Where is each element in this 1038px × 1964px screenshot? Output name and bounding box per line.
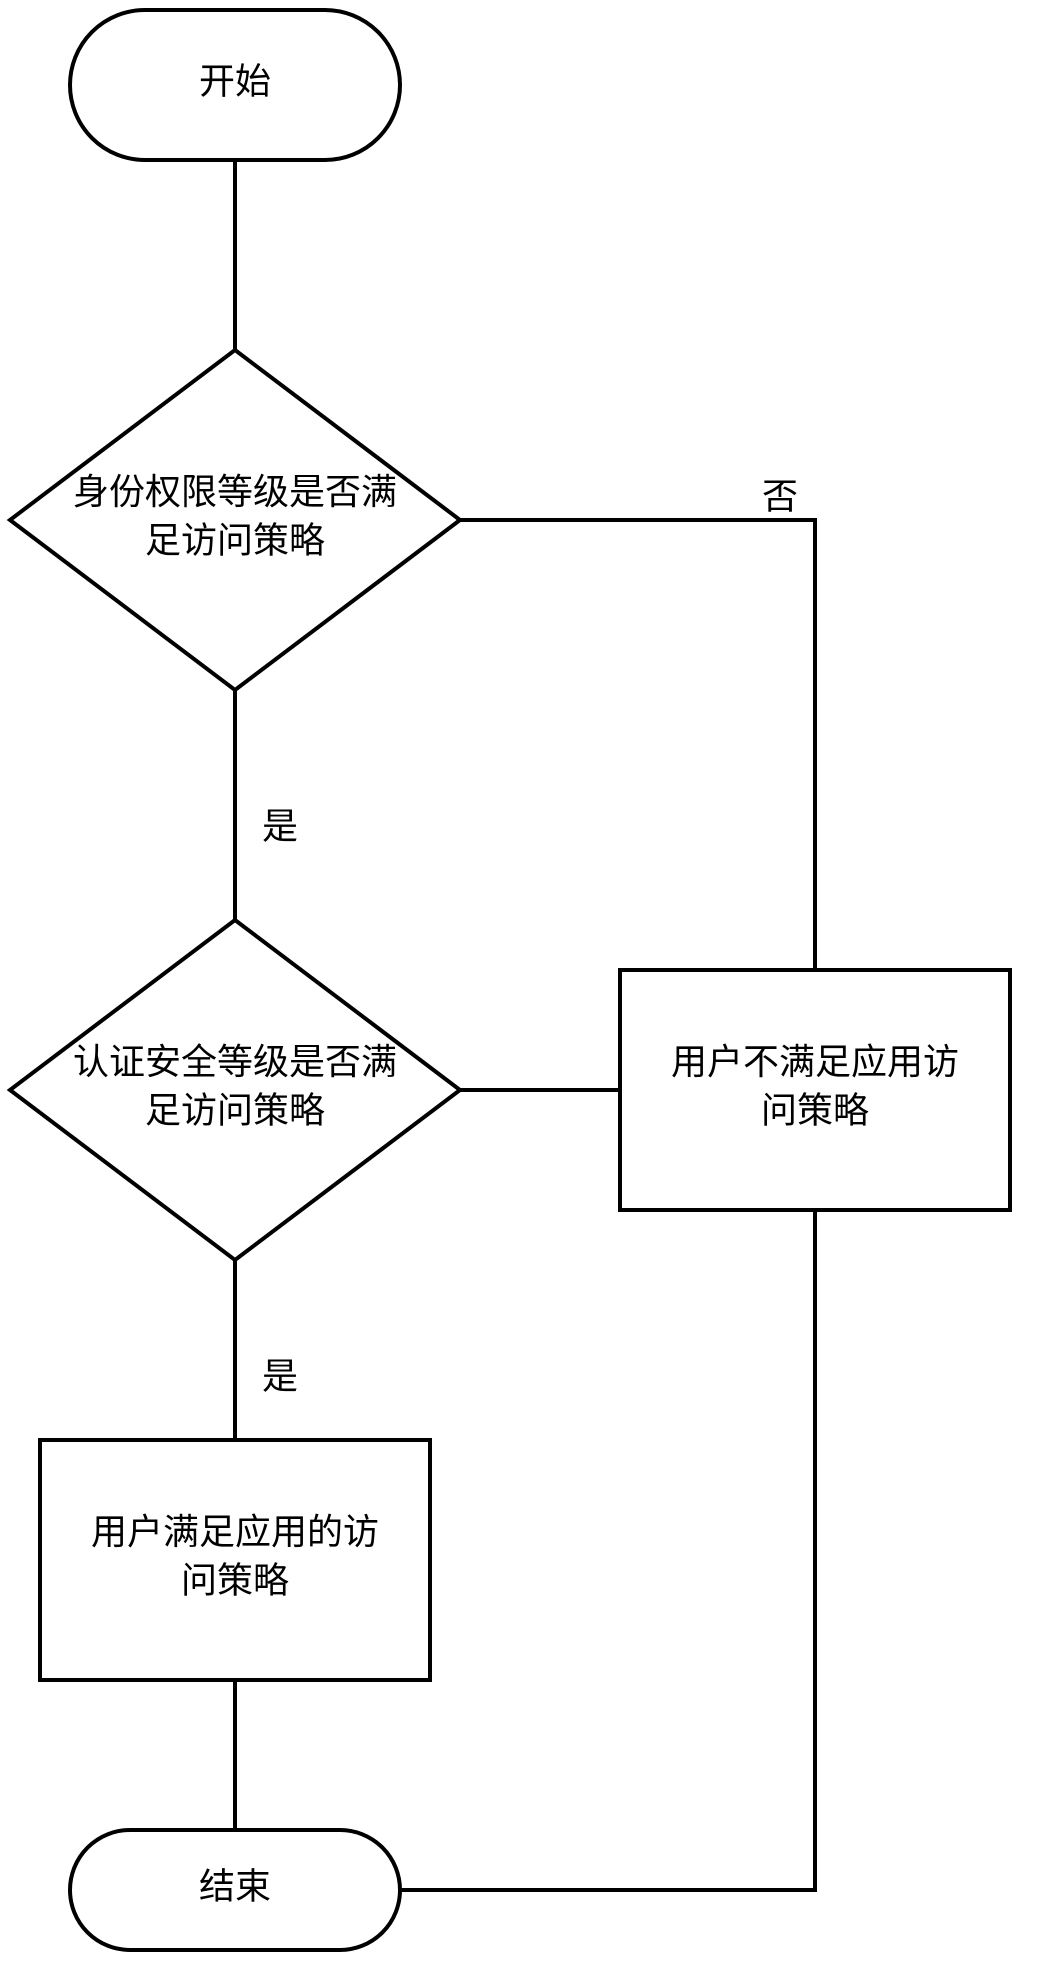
label-line: 问策略 xyxy=(181,1561,289,1601)
edge-label: 否 xyxy=(762,476,798,516)
edge xyxy=(400,1210,815,1890)
label-line: 身份权限等级是否满 xyxy=(73,472,397,512)
label-line: 足访问策略 xyxy=(145,521,325,561)
label-line: 问策略 xyxy=(761,1091,869,1131)
label-line: 开始 xyxy=(199,61,271,101)
label-line: 认证安全等级是否满 xyxy=(73,1042,397,1082)
edge xyxy=(460,520,815,970)
label-line: 结束 xyxy=(199,1866,271,1906)
label-line: 用户满足应用的访 xyxy=(91,1512,379,1552)
edge-label: 是 xyxy=(262,1356,298,1396)
edge-label: 是 xyxy=(262,806,298,846)
label-line: 足访问策略 xyxy=(145,1091,325,1131)
label-line: 用户不满足应用访 xyxy=(671,1042,959,1082)
